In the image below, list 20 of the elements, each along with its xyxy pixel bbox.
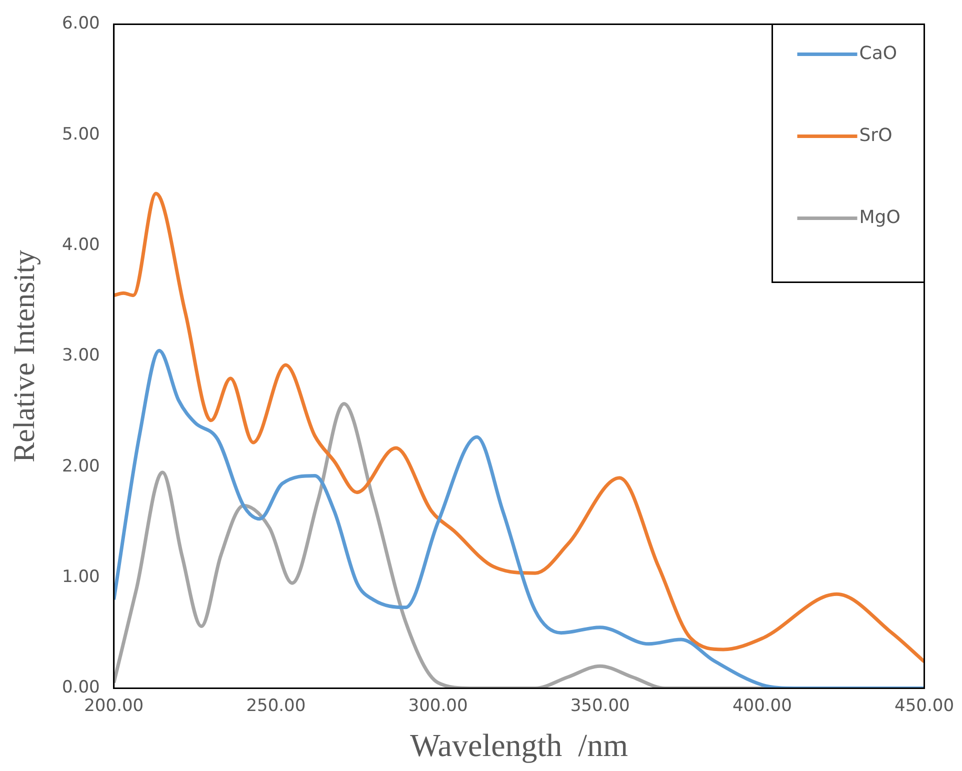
y-tick-label: 1.00 [62, 566, 100, 587]
x-tick-label: 300.00 [408, 696, 468, 716]
legend-label: SrO [859, 124, 892, 146]
x-tick-label: 400.00 [732, 696, 792, 716]
y-tick-label: 6.00 [62, 14, 100, 34]
legend-label: MgO [859, 206, 900, 228]
x-tick-label: 250.00 [246, 696, 306, 716]
x-tick-label: 450.00 [894, 696, 954, 716]
y-tick-label: 2.00 [62, 456, 100, 476]
y-tick-label: 3.00 [62, 346, 100, 366]
legend-label: CaO [859, 42, 898, 64]
line-series [114, 192, 924, 664]
x-axis-title: Wavelength /nm [410, 727, 628, 764]
y-axis-title: Relative Intensity [8, 250, 41, 462]
x-tick-label: 350.00 [570, 696, 630, 716]
x-tick-label: 200.00 [84, 696, 144, 716]
y-tick-label: 0.00 [62, 678, 100, 698]
y-tick-label: 5.00 [62, 124, 100, 144]
line-series [114, 348, 924, 688]
y-tick-label: 4.00 [62, 234, 100, 255]
